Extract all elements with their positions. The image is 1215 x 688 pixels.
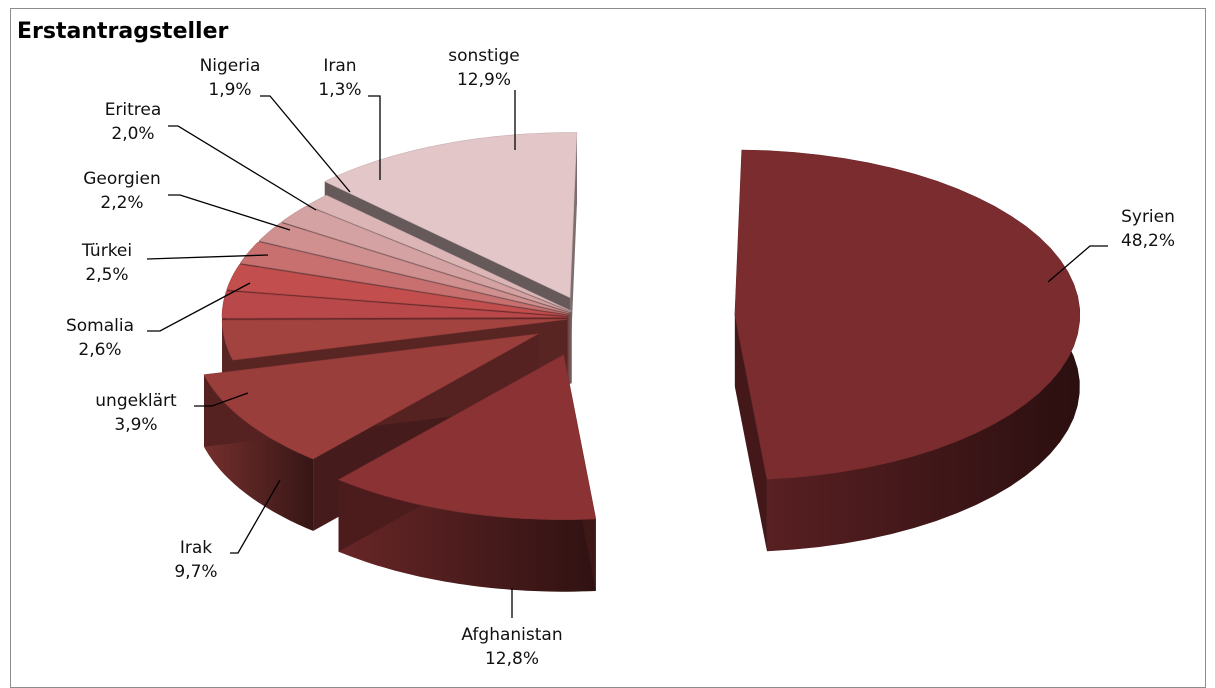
leader-line-ungeklaert bbox=[194, 392, 249, 407]
label-value-sonstige: 12,9% bbox=[457, 70, 511, 90]
slice-iran bbox=[306, 194, 572, 312]
slice-somalia bbox=[221, 290, 568, 319]
slice-sonstige bbox=[324, 132, 578, 299]
label-category-georgien: Georgien bbox=[83, 169, 160, 189]
label-value-tuerkei: 2,5% bbox=[85, 265, 128, 285]
label-value-syrien: 48,2% bbox=[1121, 231, 1175, 251]
label-value-eritrea: 2,0% bbox=[111, 124, 154, 144]
label-value-afghanistan: 12,8% bbox=[485, 649, 539, 669]
label-value-iran: 1,3% bbox=[318, 80, 361, 100]
slice-syrien bbox=[734, 149, 1081, 480]
leader-line-irak bbox=[230, 479, 281, 554]
label-category-iran: Iran bbox=[323, 56, 356, 76]
label-category-tuerkei: Türkei bbox=[81, 241, 132, 261]
label-category-nigeria: Nigeria bbox=[200, 56, 261, 76]
slice-tuerkei bbox=[226, 264, 568, 316]
slice-ungeklaert bbox=[221, 319, 568, 361]
label-value-somalia: 2,6% bbox=[78, 340, 121, 360]
label-category-eritrea: Eritrea bbox=[105, 100, 162, 120]
slice-nigeria bbox=[281, 205, 571, 313]
label-category-ungeklaert: ungeklärt bbox=[95, 391, 177, 411]
chart-title: Erstantragsteller bbox=[17, 19, 229, 44]
label-value-ungeklaert: 3,9% bbox=[114, 415, 157, 435]
leader-line-georgien bbox=[168, 194, 291, 231]
label-value-nigeria: 1,9% bbox=[208, 80, 251, 100]
label-value-georgien: 2,2% bbox=[100, 193, 143, 213]
leader-line-nigeria bbox=[260, 95, 351, 193]
leader-line-tuerkei bbox=[146, 254, 269, 260]
slice-wall-sonstige bbox=[569, 132, 577, 370]
leader-line-iran bbox=[368, 95, 381, 180]
leader-line-syrien bbox=[1047, 245, 1108, 283]
leader-line-eritrea bbox=[168, 125, 317, 211]
label-category-somalia: Somalia bbox=[66, 316, 134, 336]
slice-wall-syrien bbox=[734, 314, 767, 552]
slice-georgien bbox=[239, 241, 569, 315]
slice-irak bbox=[203, 333, 539, 460]
slice-afghanistan bbox=[337, 354, 597, 520]
label-category-sonstige: sonstige bbox=[448, 46, 520, 66]
label-category-irak: Irak bbox=[180, 538, 212, 558]
label-category-afghanistan: Afghanistan bbox=[461, 625, 562, 645]
leader-line-somalia bbox=[147, 282, 251, 332]
label-category-syrien: Syrien bbox=[1121, 207, 1175, 227]
label-value-irak: 9,7% bbox=[174, 562, 217, 582]
